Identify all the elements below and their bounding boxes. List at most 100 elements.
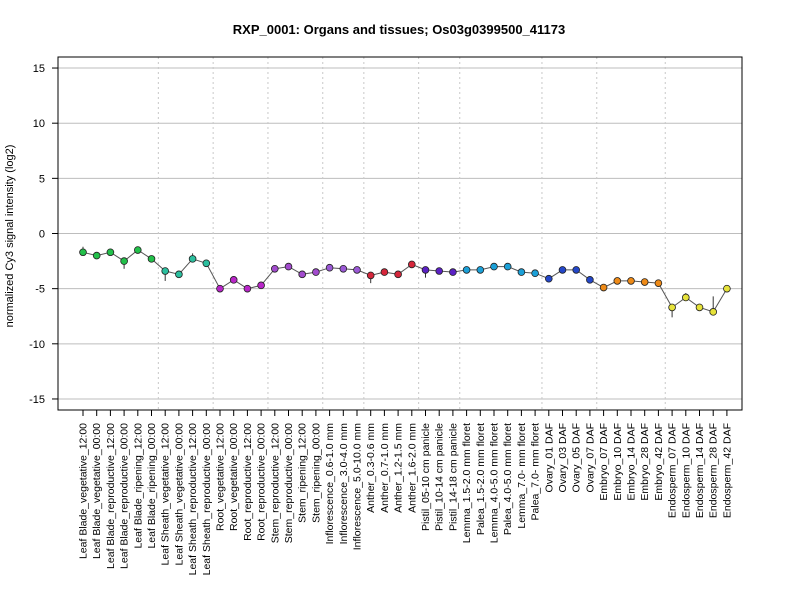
y-axis-label: normalized Cy3 signal intensity (log2)	[4, 145, 16, 328]
data-point	[188, 255, 197, 263]
data-point	[709, 308, 717, 316]
data-point	[106, 248, 115, 257]
data-point	[202, 259, 211, 268]
x-tick-label: Ovary_03 DAF	[557, 423, 569, 492]
x-tick-label: Inflorescence_5.0-10.0 mm	[352, 423, 364, 550]
x-tick-label: Embryo_14 DAF	[626, 423, 638, 501]
x-tick-label: Endosperm_28 DAF	[708, 423, 720, 518]
data-point	[79, 248, 87, 257]
data-point	[257, 281, 265, 290]
data-point	[325, 263, 334, 272]
data-point	[353, 266, 361, 274]
x-tick-label: Endosperm_42 DAF	[721, 423, 733, 518]
data-point	[312, 268, 320, 276]
data-point	[147, 255, 156, 263]
data-point	[476, 266, 485, 274]
x-tick-label: Pistil_14-18 cm panicle	[447, 423, 459, 531]
y-tick-label: 15	[33, 63, 45, 75]
x-tick-label: Inflorescence_3.0-4.0 mm	[338, 423, 350, 545]
x-tick-label: Embryo_42 DAF	[653, 423, 665, 501]
data-point	[681, 293, 690, 302]
data-point	[627, 277, 635, 285]
x-tick-label: Endosperm_10 DAF	[680, 423, 692, 518]
data-point	[161, 267, 170, 275]
x-tick-label: Lemma_1.5-2.0 mm floret	[461, 423, 473, 543]
data-point	[243, 284, 252, 293]
x-tick-label: Palea_1.5-2.0 mm floret	[475, 423, 487, 535]
data-point	[92, 251, 101, 260]
y-tick-label: -5	[35, 284, 45, 296]
data-point	[380, 268, 389, 276]
data-point	[298, 270, 307, 279]
data-point	[640, 278, 649, 286]
x-tick-label: Anther_0.7-1.0 mm	[379, 423, 391, 513]
data-point	[134, 246, 142, 254]
data-point	[407, 260, 416, 269]
x-tick-label: Leaf Sheath_reproductive_00:00	[201, 423, 213, 576]
data-point	[613, 277, 622, 285]
data-point	[517, 268, 526, 276]
x-tick-label: Stem_ripening_00:00	[310, 423, 322, 523]
x-tick-label: Leaf Blade_vegetative_00:00	[91, 423, 103, 559]
x-tick-label: Stem_reproductive_00:00	[283, 423, 295, 543]
x-tick-label: Pistil_10-14 cm panicle	[434, 423, 446, 531]
data-point	[503, 262, 512, 271]
x-tick-label: Leaf Blade_ripening_12:00	[132, 423, 144, 549]
x-tick-label: Lemma_4.0-5.0 mm floret	[489, 423, 501, 543]
x-tick-label: Root_reproductive_12:00	[242, 423, 254, 541]
x-tick-label: Ovary_07 DAF	[584, 423, 596, 492]
y-tick-label: 0	[39, 229, 45, 241]
data-point	[175, 270, 183, 279]
data-point	[558, 266, 567, 274]
data-point	[586, 276, 594, 284]
x-tick-label: Pistil_05-10 cm panicle	[420, 423, 432, 531]
x-tick-label: Leaf Sheath_vegetative_12:00	[160, 423, 172, 566]
x-tick-label: Embryo_10 DAF	[612, 423, 624, 501]
x-tick-label: Leaf Sheath_reproductive_12:00	[187, 423, 199, 576]
x-tick-label: Stem_ripening_12:00	[297, 423, 309, 523]
data-point	[339, 264, 348, 273]
data-point	[531, 269, 539, 278]
y-tick-label: 10	[33, 118, 45, 130]
x-tick-label: Leaf Blade_reproductive_00:00	[119, 423, 131, 569]
data-point	[421, 266, 430, 274]
data-point	[229, 276, 238, 284]
data-point	[668, 303, 676, 312]
x-tick-label: Endosperm_14 DAF	[694, 423, 706, 518]
x-tick-label: Anther_0.3-0.6 mm	[365, 423, 377, 513]
x-tick-label: Ovary_05 DAF	[571, 423, 583, 492]
x-tick-label: Anther_1.2-1.5 mm	[393, 423, 405, 513]
x-tick-label: Endosperm_07 DAF	[667, 423, 679, 518]
data-point	[366, 271, 375, 280]
data-point	[216, 284, 224, 293]
x-axis: Leaf Blade_vegetative_12:00 Leaf Blade_ve…	[78, 410, 733, 576]
data-point	[695, 303, 704, 312]
data-point	[435, 267, 444, 275]
x-tick-label: Leaf Blade_reproductive_12:00	[105, 423, 117, 569]
data-point	[572, 266, 580, 274]
data-point	[490, 262, 498, 271]
x-tick-label: Root_vegetative_12:00	[215, 423, 227, 531]
x-tick-label: Embryo_07 DAF	[598, 423, 610, 501]
x-tick-label: Leaf Sheath_vegetative_00:00	[173, 423, 185, 566]
data-point	[599, 283, 608, 292]
plot-grid	[58, 67, 742, 400]
data-point	[284, 262, 293, 271]
x-tick-label: Anther_1.6-2.0 mm	[406, 423, 418, 513]
data-point	[462, 266, 471, 274]
x-tick-label: Leaf Blade_ripening_00:00	[146, 423, 158, 549]
x-tick-label: Lemma_7.0- mm floret	[516, 423, 528, 529]
x-tick-label: Palea_7.0- mm floret	[530, 423, 542, 521]
data-point	[723, 284, 731, 293]
x-tick-label: Leaf Blade_vegetative_12:00	[78, 423, 90, 559]
y-tick-label: -15	[29, 394, 45, 406]
x-tick-label: Ovary_01 DAF	[543, 423, 555, 492]
x-tick-label: Embryo_28 DAF	[639, 423, 651, 501]
data-point	[120, 257, 128, 265]
x-tick-label: Stem_reproductive_12:00	[269, 423, 281, 543]
x-tick-label: Root_vegetative_00:00	[228, 423, 240, 531]
data-point	[394, 270, 402, 279]
data-point	[270, 264, 279, 273]
group-separators	[157, 57, 666, 410]
